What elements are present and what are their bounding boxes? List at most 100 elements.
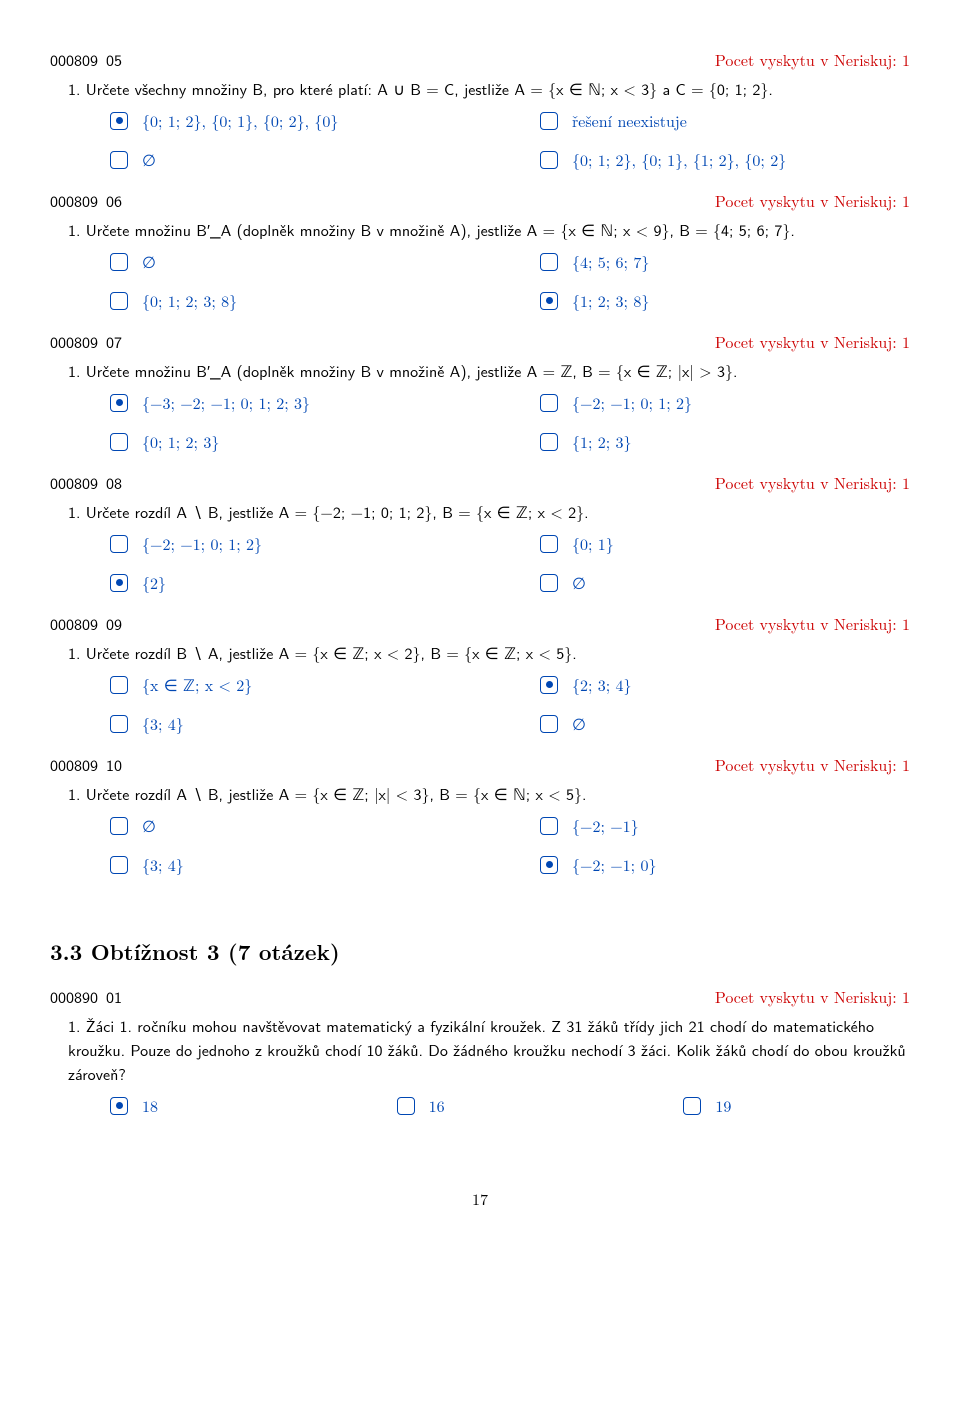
option[interactable]: ∅ [110,250,480,273]
question-id: 000809 07 [50,330,122,353]
checkbox-icon [540,676,558,694]
option-text: 19 [715,1094,731,1117]
option-text: {0; 1} [572,532,614,555]
checkbox-icon [540,394,558,412]
option[interactable]: {−3; −2; −1; 0; 1; 2; 3} [110,391,480,414]
checkbox-icon [540,253,558,271]
question-id: 000809 08 [50,471,122,494]
checkbox-icon [540,817,558,835]
option[interactable]: {2; 3; 4} [540,673,910,696]
checkbox-icon [110,535,128,553]
checkbox-icon [110,817,128,835]
question-id: 000809 05 [50,48,122,71]
checkbox-icon [683,1097,701,1115]
option[interactable]: {−2; −1; 0; 1; 2} [110,532,480,555]
option-text: {0; 1; 2; 3} [142,430,219,453]
checkbox-icon [540,574,558,592]
option-text: {−2; −1; 0} [572,853,656,876]
option-text: {3; 4} [142,853,184,876]
option-text: ∅ [572,571,586,594]
option[interactable]: {−2; −1; 0; 1; 2} [540,391,910,414]
option-text: 16 [429,1094,445,1117]
question-text: 1. Určete rozdíl A ∖ B, jestliže A = {−2… [68,500,910,524]
question-text: 1. Určete množinu B′_A (doplněk množiny … [68,359,910,383]
option[interactable]: {1; 2; 3} [540,430,910,453]
options-grid: 18 16 19 [110,1094,910,1117]
question-text: 1. Žáci 1. ročníku mohou navštěvovat mat… [68,1014,910,1086]
question-count: Pocet vyskytu v Neriskuj: 1 [715,612,910,635]
option[interactable]: {x ∈ ℤ; x < 2} [110,673,480,696]
question-text: 1. Určete všechny množiny B, pro které p… [68,77,910,101]
checkbox-icon [540,715,558,733]
question-count: Pocet vyskytu v Neriskuj: 1 [715,189,910,212]
checkbox-icon [110,394,128,412]
checkbox-icon [540,535,558,553]
option-text: {4; 5; 6; 7} [572,250,649,273]
checkbox-icon [397,1097,415,1115]
options-grid: {−3; −2; −1; 0; 1; 2; 3} {−2; −1; 0; 1; 2… [110,391,910,453]
checkbox-icon [110,292,128,310]
option[interactable]: {3; 4} [110,853,480,876]
checkbox-icon [110,676,128,694]
option[interactable]: {0; 1; 2}, {0; 1}, {1; 2}, {0; 2} [540,148,910,171]
question-count: Pocet vyskytu v Neriskuj: 1 [715,753,910,776]
option[interactable]: {1; 2; 3; 8} [540,289,910,312]
options-grid: {x ∈ ℤ; x < 2} {2; 3; 4} {3; 4} ∅ [110,673,910,735]
checkbox-icon [110,253,128,271]
options-grid: {−2; −1; 0; 1; 2} {0; 1} {2} ∅ [110,532,910,594]
option[interactable]: {2} [110,571,480,594]
option[interactable]: {−2; −1} [540,814,910,837]
question-text: 1. Určete rozdíl A ∖ B, jestliže A = {x … [68,782,910,806]
option-text: {1; 2; 3; 8} [572,289,649,312]
option-text: {3; 4} [142,712,184,735]
question-text: 1. Určete množinu B′_A (doplněk množiny … [68,218,910,242]
checkbox-icon [540,433,558,451]
option[interactable]: 16 [397,1094,624,1117]
option[interactable]: {0; 1; 2; 3} [110,430,480,453]
option-text: {0; 1; 2; 3; 8} [142,289,237,312]
question-text: 1. Určete rozdíl B ∖ A, jestliže A = {x … [68,641,910,665]
option-text: řešení neexistuje [572,109,687,132]
option[interactable]: ∅ [540,712,910,735]
option-text: {0; 1; 2}, {0; 1}, {1; 2}, {0; 2} [572,148,786,171]
option[interactable]: 19 [683,1094,910,1117]
section-heading: 3.3 Obtížnost 3 (7 otázek) [50,936,910,967]
checkbox-icon [110,715,128,733]
question-count: Pocet vyskytu v Neriskuj: 1 [715,471,910,494]
question-id: 000809 09 [50,612,122,635]
options-grid: ∅ {−2; −1} {3; 4} {−2; −1; 0} [110,814,910,876]
option[interactable]: {3; 4} [110,712,480,735]
option[interactable]: {0; 1; 2; 3; 8} [110,289,480,312]
checkbox-icon [540,292,558,310]
checkbox-icon [110,433,128,451]
checkbox-icon [110,574,128,592]
checkbox-icon [540,112,558,130]
option[interactable]: řešení neexistuje [540,109,910,132]
page-number: 17 [50,1187,910,1210]
option[interactable]: ∅ [540,571,910,594]
option[interactable]: {0; 1} [540,532,910,555]
checkbox-icon [110,112,128,130]
option-text: {2} [142,571,166,594]
option-text: {0; 1; 2}, {0; 1}, {0; 2}, {0} [142,109,338,132]
option-text: ∅ [142,814,156,837]
options-grid: {0; 1; 2}, {0; 1}, {0; 2}, {0} řešení nee… [110,109,910,171]
option[interactable]: {4; 5; 6; 7} [540,250,910,273]
question-count: Pocet vyskytu v Neriskuj: 1 [715,985,910,1008]
option[interactable]: {−2; −1; 0} [540,853,910,876]
option-text: ∅ [572,712,586,735]
option-text: {1; 2; 3} [572,430,632,453]
option[interactable]: ∅ [110,814,480,837]
question-id: 000809 06 [50,189,122,212]
checkbox-icon [110,1097,128,1115]
option-text: {x ∈ ℤ; x < 2} [142,673,252,696]
option-text: {−3; −2; −1; 0; 1; 2; 3} [142,391,310,414]
option[interactable]: ∅ [110,148,480,171]
option[interactable]: 18 [110,1094,337,1117]
option-text: {−2; −1} [572,814,639,837]
option-text: 18 [142,1094,158,1117]
option[interactable]: {0; 1; 2}, {0; 1}, {0; 2}, {0} [110,109,480,132]
question-id: 000890 01 [50,985,122,1008]
question-id: 000809 10 [50,753,122,776]
question-count: Pocet vyskytu v Neriskuj: 1 [715,330,910,353]
